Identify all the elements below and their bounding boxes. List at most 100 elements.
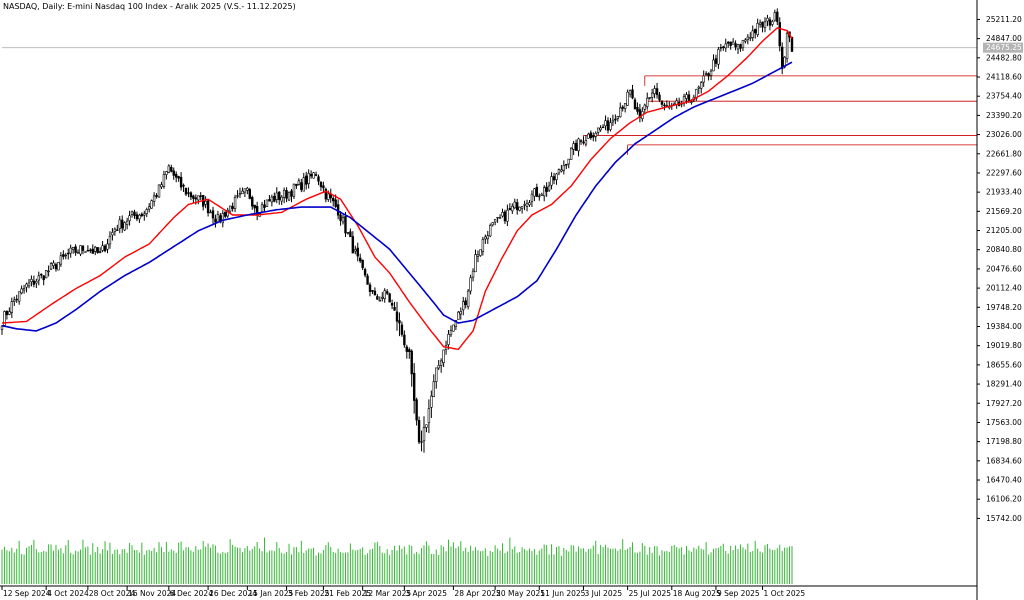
candle — [79, 245, 82, 257]
candle — [275, 187, 278, 204]
x-tick-label: 16 Nov 2024 — [128, 589, 176, 598]
candle — [653, 85, 656, 99]
candle-body — [655, 88, 659, 96]
x-tick-label: 3 Feb 2025 — [288, 589, 330, 598]
candle-body — [358, 257, 362, 262]
candle-body — [35, 280, 38, 284]
candle — [307, 169, 310, 189]
candle — [81, 245, 85, 255]
candle-body — [425, 424, 428, 428]
candle — [400, 321, 404, 337]
candle — [302, 172, 305, 192]
candle — [47, 265, 50, 277]
candle-body — [569, 147, 573, 160]
candle — [67, 248, 70, 260]
candle-body — [658, 94, 661, 101]
candle-body — [192, 195, 195, 199]
candle — [390, 299, 394, 310]
candle-body — [44, 270, 48, 279]
candle-body — [8, 311, 11, 315]
candle-body — [511, 205, 514, 212]
candle-body — [484, 236, 487, 240]
candle-body — [69, 247, 72, 254]
candle-body — [204, 200, 207, 205]
candle — [493, 218, 497, 226]
candle — [170, 164, 173, 173]
candle-body — [241, 190, 244, 195]
candle — [221, 210, 225, 228]
candle-body — [238, 193, 242, 195]
candle — [388, 292, 391, 303]
candle — [287, 191, 291, 202]
candle-body — [385, 291, 389, 294]
candle-body — [614, 118, 617, 121]
candle-body — [709, 70, 713, 76]
y-tick-label: 16834.60 — [986, 456, 1022, 465]
candle-body — [471, 270, 475, 278]
candle — [197, 195, 200, 205]
candle — [263, 199, 266, 212]
candle — [35, 278, 38, 289]
candle-body — [398, 320, 401, 324]
candle — [435, 367, 438, 389]
candle — [628, 89, 632, 98]
candle — [295, 183, 298, 189]
candle-body — [648, 97, 651, 99]
candle — [592, 132, 595, 142]
moving-averages-group — [1, 27, 793, 351]
candle-body — [454, 320, 458, 327]
candle-body — [42, 275, 45, 281]
candle-body — [739, 44, 742, 49]
candle — [626, 89, 629, 106]
candle — [233, 194, 237, 213]
candle — [179, 172, 183, 191]
x-tick-label: 12 Mar 2025 — [364, 589, 412, 598]
candle-body — [746, 36, 750, 40]
candle-body — [106, 243, 109, 250]
candle — [508, 203, 512, 211]
candle — [481, 236, 485, 256]
candle — [506, 204, 509, 227]
candle-body — [481, 239, 485, 252]
candle-body — [547, 185, 551, 191]
candle-body — [231, 205, 234, 209]
candle — [37, 271, 41, 286]
candle-body — [47, 270, 50, 273]
candle-body — [430, 395, 433, 408]
candle — [753, 28, 757, 39]
candle — [569, 147, 573, 160]
candle-body — [714, 58, 718, 64]
candle-body — [724, 43, 727, 49]
candle — [199, 192, 202, 201]
candle-body — [32, 280, 36, 285]
candle — [550, 172, 553, 190]
candle — [398, 312, 401, 337]
candle-body — [501, 212, 504, 217]
candle-body — [601, 126, 605, 129]
candle — [118, 216, 121, 234]
candle — [280, 195, 283, 206]
candle-body — [305, 175, 308, 185]
candle-body — [177, 176, 180, 179]
candle-body — [214, 218, 217, 223]
candle — [297, 178, 301, 186]
candle — [354, 245, 357, 255]
candle — [756, 18, 759, 37]
candle — [579, 139, 583, 145]
candle — [589, 130, 593, 140]
candle — [290, 189, 293, 203]
x-tick-label: 11 Jun 2025 — [540, 589, 585, 598]
candle-body — [636, 107, 639, 112]
candle-body — [282, 189, 286, 198]
candle — [138, 213, 141, 223]
candle — [432, 374, 436, 398]
candle-body — [165, 171, 168, 175]
candle-body — [52, 262, 55, 266]
candle — [270, 194, 274, 207]
candle — [457, 310, 460, 320]
candle-body — [96, 247, 99, 254]
candle — [604, 115, 607, 131]
y-tick-label: 17198.80 — [986, 437, 1022, 446]
candle — [121, 215, 124, 233]
